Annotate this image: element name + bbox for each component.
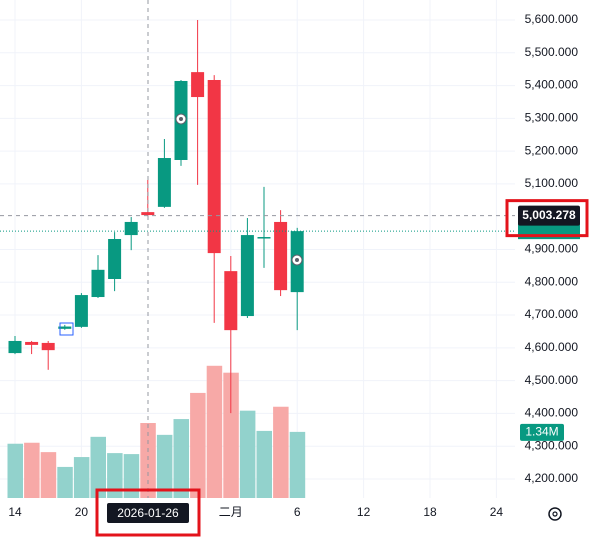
volume-label: 1.34M [525,425,558,439]
candle-body [91,269,105,298]
y-tick-label: 4,900.000 [525,242,579,256]
event-icon-dot [295,258,299,262]
volume-bar [223,372,239,498]
volume-label-box [520,423,564,441]
volume-bar [107,453,123,498]
candle-body [191,72,205,98]
candle-body [108,239,122,279]
y-tick-label: 5,200.000 [525,143,579,157]
volume-bar [57,466,73,498]
y-tick-label: 5,300.000 [525,111,579,125]
settings-icon[interactable] [548,507,562,521]
volume-pane [7,365,306,498]
volume-bar [273,406,289,498]
candle-body [141,212,155,216]
candle-body [207,79,221,254]
y-tick-label: 4,600.000 [525,340,579,354]
x-tick-label: 12 [357,505,371,519]
y-tick-label: 4,700.000 [525,307,579,321]
volume-bar [289,431,306,498]
candle-body [25,341,39,345]
volume-bar [256,430,272,498]
x-tick-label: 6 [294,505,301,519]
y-tick-label: 5,400.000 [525,78,579,92]
date-label-box [107,503,189,523]
event-marker [59,322,74,336]
event-icon-dot [179,117,183,121]
candle-body [8,340,22,354]
candle-body [74,295,88,327]
candle-body [240,235,254,317]
y-tick-label: 4,500.000 [525,373,579,387]
volume-bar [40,452,57,498]
y-tick-label: 5,600.000 [525,12,579,26]
candle-body [41,342,55,351]
candle-body [224,271,238,331]
y-tick-label: 4,300.000 [525,438,579,452]
crosshair-price-label: 5,003.278 [522,208,576,222]
volume-bar [190,392,206,498]
candle-body [274,221,288,291]
crosshair-price-box [518,205,580,226]
y-tick-label: 4,400.000 [525,406,579,420]
volume-bar [239,410,256,498]
highlight-box [95,488,201,537]
candle-body [124,221,138,236]
y-tick-label: 5,100.000 [525,176,579,190]
candle-body [257,237,271,239]
volume-bar [206,365,223,498]
candle-body [58,326,72,329]
volume-bar [73,457,90,498]
x-tick-label: 20 [75,505,89,519]
volume-bar [24,442,40,498]
candles [8,19,304,414]
volume-bar [90,436,106,498]
overlay [0,215,515,232]
highlight-box [505,199,589,238]
volume-bar [156,434,173,498]
volume-bar [7,443,23,498]
grid [0,0,515,498]
y-tick-label: 4,800.000 [525,274,579,288]
crosshair-date-label: 2026-01-26 [117,506,179,520]
volume-bar [140,423,156,498]
x-tick-label: 二月 [219,505,243,519]
volume-bar [123,454,140,498]
candle-body [157,158,171,207]
y-tick-label: 5,500.000 [525,45,579,59]
volume-bar [173,419,189,498]
x-tick-label: 14 [8,505,22,519]
x-tick-label: 24 [490,505,504,519]
x-tick-label: 18 [423,505,437,519]
y-tick-label: 4,200.000 [525,471,579,485]
